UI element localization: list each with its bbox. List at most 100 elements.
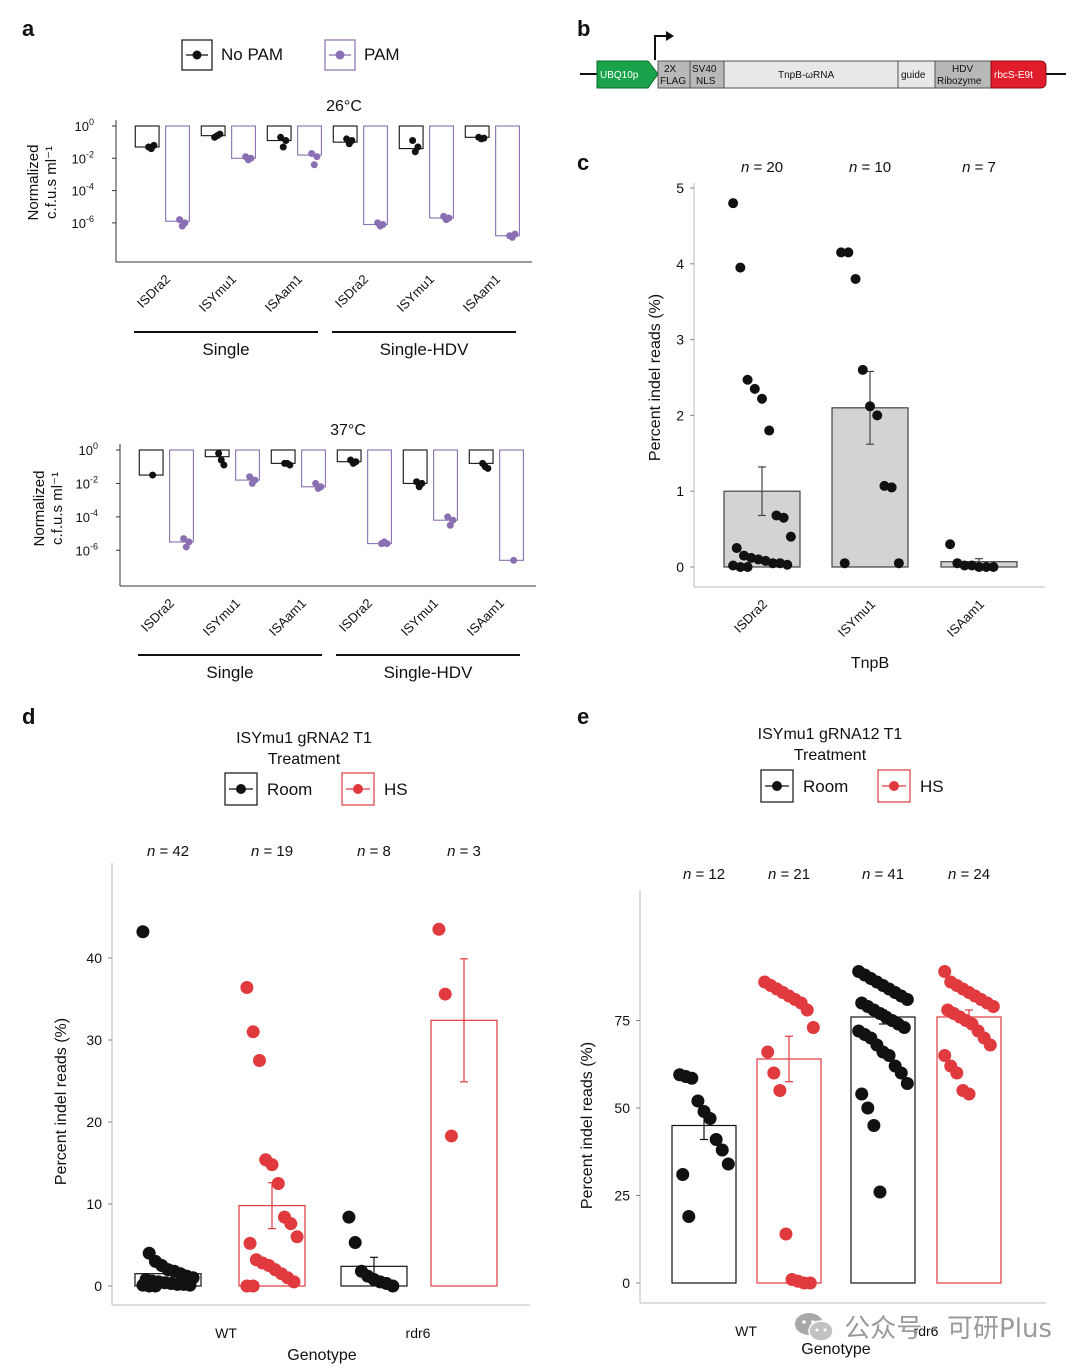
panel-d-letter: d xyxy=(22,704,35,729)
n-label-n: n xyxy=(962,159,970,176)
point xyxy=(287,1275,301,1289)
y-axis-label-2: c.f.u.s ml⁻¹ xyxy=(43,146,60,219)
x-axis-label: TnpB xyxy=(851,655,889,672)
y-tick-exponent: -4 xyxy=(90,508,98,518)
y-tick-label: 2 xyxy=(676,407,684,423)
n-label-value: = 41 xyxy=(870,866,904,883)
point xyxy=(900,1077,914,1090)
y-tick-label: 40 xyxy=(86,950,102,966)
bar xyxy=(301,449,326,488)
genotype-label: rdr6 xyxy=(406,1325,431,1341)
n-label: n = 7 xyxy=(962,159,996,176)
y-tick-exponent: 0 xyxy=(93,441,98,451)
panel-b-construct: UBQ10p 2X FLAG SV40 NLS TnpB-ωRNA guide … xyxy=(580,31,1066,89)
legend-pam-dot xyxy=(335,50,345,60)
n-label-n: n xyxy=(849,159,857,176)
point xyxy=(682,1210,696,1223)
point xyxy=(950,1066,964,1080)
bar xyxy=(495,125,520,237)
point xyxy=(685,1071,699,1085)
point xyxy=(313,153,321,161)
watermark-text: 公众号 · 可研Plus xyxy=(844,1314,1052,1344)
point xyxy=(342,1210,356,1224)
y-tick-label: 10-2 xyxy=(72,149,94,166)
point xyxy=(886,482,897,493)
point xyxy=(149,471,157,479)
point xyxy=(379,220,387,228)
x-tick-label: ISDra2 xyxy=(134,272,173,311)
x-axis-label: Genotype xyxy=(801,1341,870,1358)
y-tick-label: 0 xyxy=(676,559,684,575)
n-label: n = 20 xyxy=(741,159,783,176)
y-tick-exponent: -2 xyxy=(90,474,98,484)
n-label-n: n xyxy=(768,866,776,883)
bar xyxy=(363,125,388,226)
y-tick-label: 100 xyxy=(79,441,98,458)
y-axis-label: Percent indel reads (%) xyxy=(579,1042,596,1209)
n-label-value: = 12 xyxy=(691,866,725,883)
point xyxy=(676,1168,690,1181)
x-tick-label: ISAam1 xyxy=(944,597,987,640)
x-axis-label: Genotype xyxy=(287,1347,356,1364)
y-tick-label: 0 xyxy=(94,1278,102,1294)
x-tick-label: ISDra2 xyxy=(731,597,770,636)
flag-label-2: FLAG xyxy=(660,76,686,87)
group-label: Single-HDV xyxy=(380,340,469,359)
rbcs-e9t-terminator xyxy=(990,60,1047,89)
legend-no-pam-dot xyxy=(192,50,202,60)
panel-b-letter: b xyxy=(577,16,590,41)
point xyxy=(418,479,426,487)
legend-e-room-label: Room xyxy=(803,777,848,796)
point xyxy=(282,137,290,145)
point xyxy=(959,560,970,571)
point xyxy=(709,1133,723,1146)
point xyxy=(735,262,746,273)
y-tick-label: 3 xyxy=(676,332,684,348)
guide-segment xyxy=(897,60,936,89)
group-label: Single-HDV xyxy=(384,663,473,682)
panel-d-subtitle: Treatment xyxy=(268,751,341,768)
n-label-value: = 21 xyxy=(776,866,810,883)
tnpb-label: TnpB-ωRNA xyxy=(778,70,834,81)
tss-arrow xyxy=(654,35,668,60)
wechat-icon xyxy=(795,1312,835,1342)
point xyxy=(317,483,325,491)
point xyxy=(246,1025,260,1039)
y-tick-label: 1 xyxy=(676,483,684,499)
point xyxy=(767,1066,781,1080)
point xyxy=(782,559,793,570)
point xyxy=(449,516,457,524)
n-label: n = 8 xyxy=(357,843,391,860)
y-tick-label: 10-4 xyxy=(72,182,94,199)
panel-e-letter: e xyxy=(577,704,589,729)
point xyxy=(728,198,739,209)
x-tick-label: ISYmu1 xyxy=(835,597,878,640)
hdv-label: HDV xyxy=(952,64,973,75)
legend-hs-label: HS xyxy=(384,780,408,799)
bar xyxy=(850,1016,916,1284)
n-label-n: n xyxy=(683,866,691,883)
point xyxy=(251,476,259,484)
x-tick-label: ISDra2 xyxy=(332,272,371,311)
bar xyxy=(398,125,424,150)
y-axis-label-2: c.f.u.s ml⁻¹ xyxy=(49,472,66,545)
point xyxy=(352,458,360,466)
point xyxy=(181,219,189,227)
y-tick-exponent: -6 xyxy=(86,214,94,224)
ubq10p-label: UBQ10p xyxy=(600,70,639,81)
point xyxy=(839,558,850,569)
panel-e-subtitle: Treatment xyxy=(794,747,867,764)
point xyxy=(240,981,254,995)
x-tick-label: ISAam1 xyxy=(262,272,305,315)
point xyxy=(855,1087,869,1101)
y-tick-label: 100 xyxy=(75,117,94,134)
n-label-n: n xyxy=(948,866,956,883)
x-tick-label: ISYmu1 xyxy=(398,596,441,639)
point xyxy=(247,154,255,162)
point xyxy=(938,1049,952,1062)
point xyxy=(383,540,391,548)
bar xyxy=(169,449,194,543)
